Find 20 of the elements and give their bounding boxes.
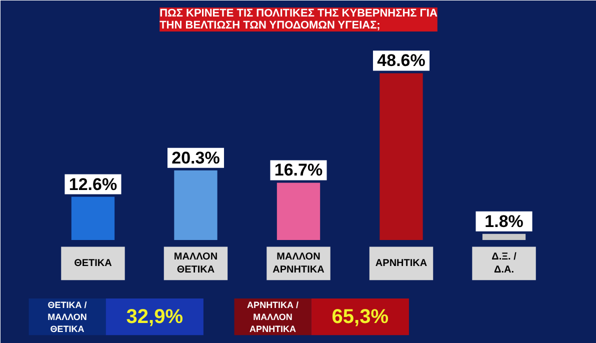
bar xyxy=(276,182,320,240)
x-tick-label: ΑΡΝΗΤΙΚΑ xyxy=(375,258,428,269)
bar xyxy=(71,196,115,240)
x-tick-label: ΘΕΤΙΚΑ xyxy=(74,258,112,269)
bar xyxy=(380,73,423,240)
data-label: 1.8% xyxy=(484,212,524,231)
bar xyxy=(482,234,526,240)
data-label: 16.7% xyxy=(274,160,323,180)
chart-title: ΠΩΣ ΚΡΙΝΕΤΕ ΤΙΣ ΠΟΛΙΤΙΚΕΣ ΤΗΣ ΚΥΒΕΡΝΗΣΗΣ ΓΙΑ ΤΗΝ ΒΕΛΤΙΩΣΗ ΤΩΝ ΥΠΟΔΟΜΩΝ ΥΓΕΙΑΣ; xyxy=(160,8,438,32)
x-tick-label: ΜΑΛΛΟΝ ΘΕΤΙΚΑ xyxy=(174,251,218,276)
data-label: 20.3% xyxy=(172,148,220,168)
bar xyxy=(174,170,218,240)
text: 32,9% xyxy=(126,306,184,328)
data-label: 48.6% xyxy=(377,51,426,70)
text: ΘΕΤΙΚΑ / ΜΑΛΛΟΝ ΘΕΤΙΚΑ xyxy=(48,300,88,334)
x-tick-label: ΜΑΛΛΟΝ ΑΡΝΗΤΙΚΑ xyxy=(272,251,324,276)
text: ΑΡΝΗΤΙΚΑ / ΜΑΛΛΟΝ ΑΡΝΗΤΙΚΑ xyxy=(247,300,300,334)
x-tick-label: Δ.Ξ. / Δ.Α. xyxy=(492,251,517,276)
data-label: 12.6% xyxy=(68,174,118,194)
text: 65,3% xyxy=(332,306,389,328)
